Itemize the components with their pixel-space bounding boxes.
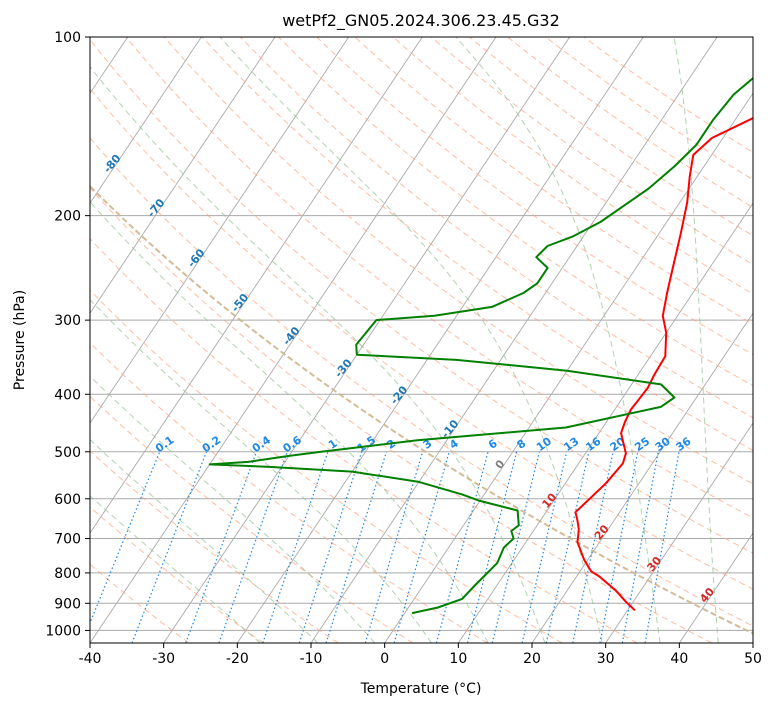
y-tick-label: 800 — [54, 566, 81, 582]
isotherm-line — [678, 532, 753, 643]
dry-adiabat — [90, 450, 339, 643]
dry-adiabat — [316, 37, 753, 356]
mixing-ratio-line — [644, 451, 680, 643]
mixing-ratio-line — [90, 451, 161, 625]
mixing-ratio-line — [218, 451, 288, 643]
moist-adiabat — [90, 495, 261, 643]
moist-adiabat — [90, 375, 376, 643]
dry-adiabat — [125, 37, 753, 519]
x-tick-label: -30 — [152, 651, 175, 667]
dry-adiabat — [240, 37, 753, 419]
mixing-ratio-line — [435, 451, 489, 643]
plot-frame — [89, 36, 754, 644]
dry-adiabat — [90, 289, 563, 643]
x-tick-label: 0 — [380, 651, 389, 667]
y-tick-label: 700 — [54, 532, 81, 548]
moist-adiabat — [219, 37, 603, 643]
mixing-ratio-line — [262, 451, 329, 643]
dry-adiabat — [163, 37, 753, 485]
x-axis: -40 -30 -20 -10 0 10 20 30 40 50 — [79, 643, 762, 667]
x-tick-label: 20 — [523, 651, 541, 667]
y-tick-label: 900 — [54, 596, 81, 612]
y-tick-label: 500 — [54, 445, 81, 461]
dry-adiabat — [90, 87, 753, 590]
y-tick-label: 400 — [54, 387, 81, 403]
isotherm-line — [236, 37, 644, 643]
series-layer — [208, 76, 753, 615]
moist-adiabat — [90, 299, 432, 643]
mixing-ratio-line — [572, 451, 614, 643]
background-lines — [90, 37, 753, 643]
x-tick-label: -40 — [79, 651, 102, 667]
isotherm-line — [384, 92, 753, 643]
mixing-ratio-line — [491, 451, 540, 643]
x-axis-title: Temperature (°C) — [360, 681, 482, 697]
moist-adiabat — [90, 439, 319, 643]
temperature-profile-line — [574, 117, 753, 612]
mixing-ratio-line — [298, 451, 363, 643]
mixing-ratio-line — [621, 451, 659, 643]
dry-adiabat — [583, 37, 753, 153]
moist-adiabat — [455, 37, 661, 643]
y-tick-label: 300 — [54, 313, 81, 329]
x-tick-label: -10 — [300, 651, 323, 667]
mixing-ratio-line — [364, 451, 424, 643]
isotherm-line — [90, 37, 423, 534]
moist-adiabat — [90, 65, 546, 643]
dry-adiabat — [545, 37, 753, 181]
chart-title: wetPf2_GN05.2024.306.23.45.G32 — [282, 11, 560, 31]
isotherm-line — [90, 37, 497, 643]
y-axis-title: Pressure (hPa) — [12, 290, 28, 390]
mixing-ratio-line — [599, 451, 639, 643]
x-tick-label: 50 — [744, 651, 762, 667]
isotherm-line — [457, 202, 753, 643]
mixing-ratio-line — [545, 451, 590, 643]
isotherm-line — [163, 37, 571, 643]
y-tick-label: 1000 — [45, 623, 81, 639]
isotherm-line — [90, 37, 276, 314]
isotherm-line — [90, 37, 350, 424]
isotherm-line — [531, 312, 753, 643]
mixing-ratio-line — [521, 451, 568, 643]
dewpoint-profile-line — [208, 76, 753, 615]
dry-adiabat — [507, 37, 753, 209]
mixing-ratio-line — [325, 451, 388, 643]
dry-adiabat — [90, 187, 712, 643]
y-tick-label: 200 — [54, 209, 81, 225]
dry-adiabat — [90, 38, 753, 554]
dry-adiabat — [278, 37, 753, 387]
mixing-ratio-line — [466, 451, 518, 643]
dry-adiabat — [354, 37, 753, 325]
moist-adiabat — [673, 37, 719, 643]
x-tick-label: 10 — [449, 651, 467, 667]
y-axis: 1000 900 800 700 600 500 400 300 200 100 — [45, 30, 90, 639]
dry-adiabat — [90, 137, 753, 627]
mixing-ratio-line — [393, 451, 450, 643]
x-tick-label: 40 — [670, 651, 688, 667]
y-tick-label: 100 — [54, 30, 81, 46]
x-tick-label: -20 — [226, 651, 249, 667]
isotherm-line — [605, 422, 753, 643]
x-tick-label: 30 — [597, 651, 615, 667]
isotherm-line — [310, 37, 718, 643]
y-tick-label: 600 — [54, 492, 81, 508]
isotherm-line — [90, 37, 202, 205]
